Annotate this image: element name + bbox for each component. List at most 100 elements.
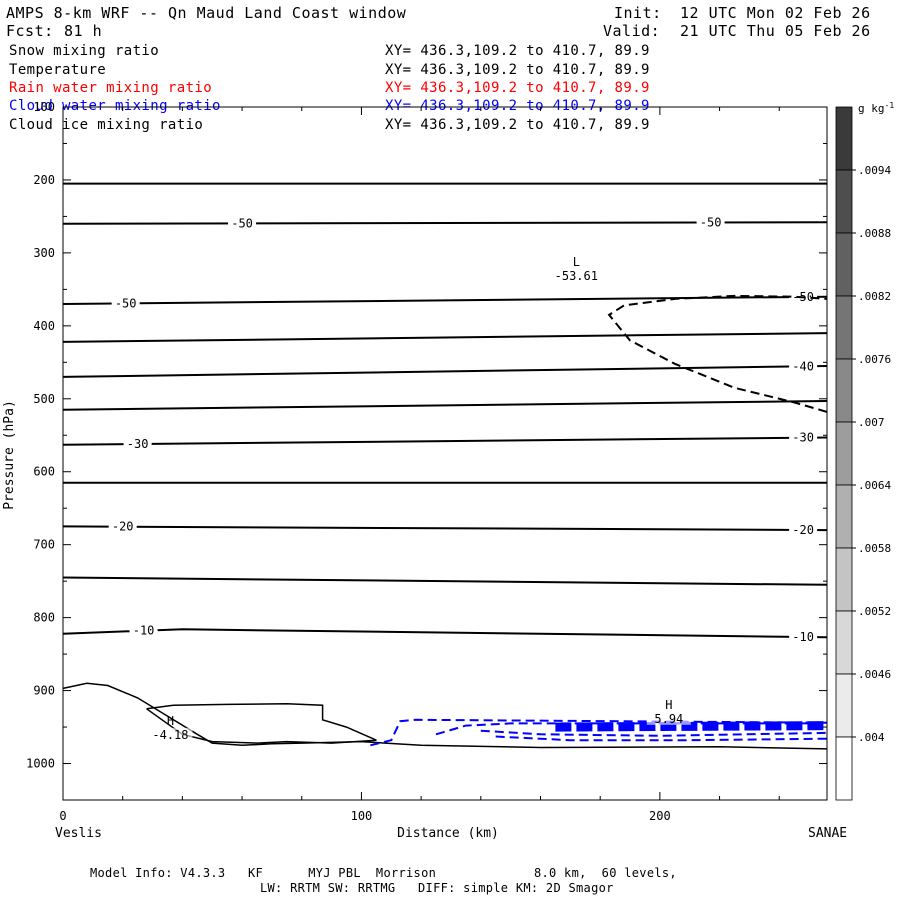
colorbar-bin (835, 547, 853, 612)
isotherm-label-bg (789, 522, 818, 536)
left-endpoint-label: Veslis (55, 826, 102, 841)
isotherm-label: -10 (792, 630, 814, 644)
colorbar-label: .0076 (858, 353, 891, 366)
colorbar-bin (835, 358, 853, 423)
fcst-label: Fcst: (6, 22, 54, 40)
x-tick-label: 0 (59, 809, 66, 823)
isotherm-label-bg (228, 216, 257, 230)
y-tick-label: 200 (33, 173, 55, 187)
field-xy-cloud-ice: XY= 436.3,109.2 to 410.7, 89.9 (385, 117, 650, 133)
cloud-water-contour (435, 722, 827, 736)
colorbar-label: .0094 (858, 164, 891, 177)
extremum-value: 5.94 (654, 712, 683, 726)
y-tick-label: 1000 (26, 757, 55, 771)
terrain-inner-contour (146, 702, 377, 744)
extremum-value: -4.18 (152, 728, 188, 742)
field-xy-rain: XY= 436.3,109.2 to 410.7, 89.9 (385, 80, 650, 96)
model-info-line2: LW: RRTM SW: RRTMG DIFF: simple KM: 2D S… (260, 881, 614, 895)
isotherm-label: -40 (792, 359, 814, 373)
colorbar-label: .007 (858, 416, 885, 429)
cloud-water-contour (480, 729, 828, 737)
colorbar-label: .0064 (858, 479, 891, 492)
colorbar-bin (835, 169, 853, 234)
isotherm-label: -20 (112, 520, 134, 534)
isotherm-label: -30 (792, 431, 814, 445)
init-label: Init: (614, 4, 662, 22)
y-tick-label: 100 (33, 100, 55, 114)
y-tick-label: 800 (33, 611, 55, 625)
isotherm-label: -20 (792, 523, 814, 537)
isotherm-label: -30 (127, 437, 149, 451)
isotherm-label-bg (123, 437, 152, 451)
x-tick-label: 100 (351, 809, 373, 823)
isotherm-label-bg (789, 430, 818, 444)
y-tick-label: 500 (33, 392, 55, 406)
extremum-marker: H (167, 714, 174, 728)
isotherm-line (62, 400, 828, 411)
init-value: 12 UTC Mon 02 Feb 26 (680, 4, 871, 22)
colorbar-label: .0046 (858, 668, 891, 681)
field-name-cloud-ice: Cloud ice mixing ratio (9, 117, 204, 133)
y-axis-label: Pressure (hPa) (2, 400, 17, 510)
y-tick-label: 300 (33, 246, 55, 260)
terrain-outer-contour (62, 682, 828, 750)
extremum-value: -53.61 (555, 269, 598, 283)
colorbar-bin (835, 736, 853, 801)
cloud-water-contour (495, 735, 828, 742)
isotherm-label: -50 (231, 216, 253, 230)
isotherm-line (62, 295, 828, 305)
colorbar-label: .0052 (858, 605, 891, 618)
extremum-value-bg (646, 711, 691, 725)
isotherm-label-bg (111, 296, 140, 310)
colorbar-label: .004 (858, 731, 885, 744)
model-info-line1: Model Info: V4.3.3 KF MYJ PBL Morrison 8… (90, 866, 677, 880)
isotherm-label-bg (108, 519, 137, 533)
colorbar-label: .0058 (858, 542, 891, 555)
colorbar-bin (835, 295, 853, 360)
y-tick-label: 400 (33, 319, 55, 333)
plot-frame (62, 106, 828, 801)
colorbar-bin (835, 232, 853, 297)
isotherm-label-bg (789, 630, 818, 644)
field-name-temperature: Temperature (9, 62, 107, 78)
x-tick-label: 200 (649, 809, 671, 823)
colorbar-bin (835, 484, 853, 549)
right-endpoint-label: SANAE (808, 826, 847, 841)
isotherm-label-bg (129, 623, 158, 637)
y-tick-label: 900 (33, 684, 55, 698)
extremum-marker: L (573, 255, 580, 269)
colorbar-label: .0082 (858, 290, 891, 303)
y-tick-label: 700 (33, 538, 55, 552)
field-xy-snow: XY= 436.3,109.2 to 410.7, 89.9 (385, 43, 650, 59)
x-axis-label: Distance (km) (397, 826, 499, 841)
colorbar-bin (835, 421, 853, 486)
valid-value: 21 UTC Thu 05 Feb 26 (680, 22, 871, 40)
cloud-water-contour (555, 721, 828, 732)
extremum-value-bg (148, 727, 193, 741)
field-xy-temperature: XY= 436.3,109.2 to 410.7, 89.9 (385, 62, 650, 78)
isotherm-label-bg (696, 215, 725, 229)
isotherm-line (62, 436, 828, 446)
dashed-isotherm (607, 294, 828, 413)
field-name-rain: Rain water mixing ratio (9, 80, 213, 96)
isotherm-label: -50 (700, 215, 722, 229)
extremum-value-bg (554, 269, 599, 283)
isotherm-line (62, 576, 828, 586)
field-name-cloud-water: Cloud water mixing ratio (9, 98, 221, 114)
field-xy-cloud-water: XY= 436.3,109.2 to 410.7, 89.9 (385, 98, 650, 114)
chart-title: AMPS 8-km WRF -- Qn Maud Land Coast wind… (6, 4, 407, 22)
colorbar-unit: g kg-1 (858, 101, 894, 115)
isotherm-label-bg (789, 359, 818, 373)
colorbar-bin (835, 673, 853, 738)
y-tick-label: 600 (33, 465, 55, 479)
isotherm-line (62, 365, 828, 378)
field-name-snow: Snow mixing ratio (9, 43, 160, 59)
isotherm-label: -10 (133, 624, 155, 638)
fcst-value: 81 h (64, 22, 103, 40)
isotherm-line (62, 628, 828, 639)
isotherm-line (62, 525, 828, 532)
colorbar-bin (835, 610, 853, 675)
colorbar-label: .0088 (858, 227, 891, 240)
isotherm-label: -50 (115, 296, 137, 310)
